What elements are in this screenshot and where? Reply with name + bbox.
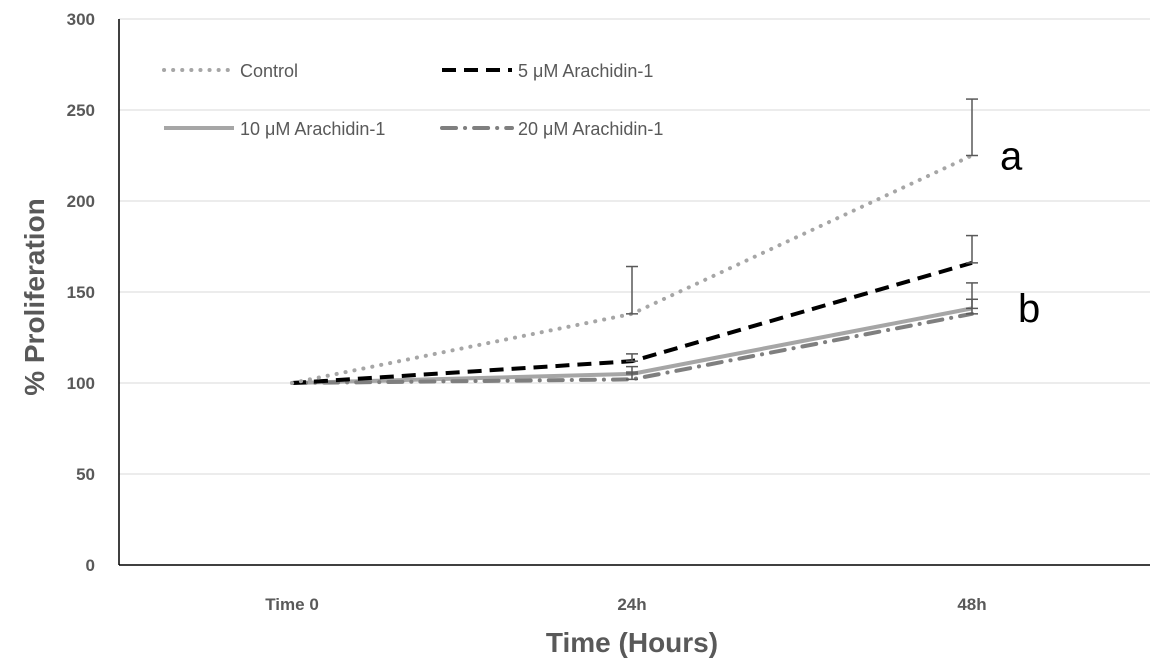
y-tick-label: 150 [67,283,95,302]
x-axis-title: Time (Hours) [546,627,718,658]
tick-labels: 0 50 100 150 200 250 300 Time 0 24h 48h [67,10,987,614]
x-tick-label: 24h [617,595,646,614]
y-axis-title: % Proliferation [19,198,50,396]
x-tick-label: 48h [957,595,986,614]
y-tick-label: 50 [76,465,95,484]
y-tick-label: 0 [86,556,95,575]
legend-label: 5 μM Arachidin-1 [518,61,653,81]
y-tick-label: 250 [67,101,95,120]
legend-label: Control [240,61,298,81]
y-tick-label: 200 [67,192,95,211]
y-tick-label: 100 [67,374,95,393]
x-tick-label: Time 0 [265,595,319,614]
axes [118,19,1150,566]
annotation-label: b [1018,287,1040,331]
annotation-label: a [1000,135,1023,179]
gridlines [119,18,1150,475]
legend-label: 20 μM Arachidin-1 [518,119,663,139]
error-bars [626,98,978,381]
y-tick-label: 300 [67,10,95,29]
annotations: ab [1000,135,1040,332]
legend: Control 5 μM Arachidin-1 10 μM Arachidin-1… [162,61,663,139]
legend-label: 10 μM Arachidin-1 [240,119,385,139]
